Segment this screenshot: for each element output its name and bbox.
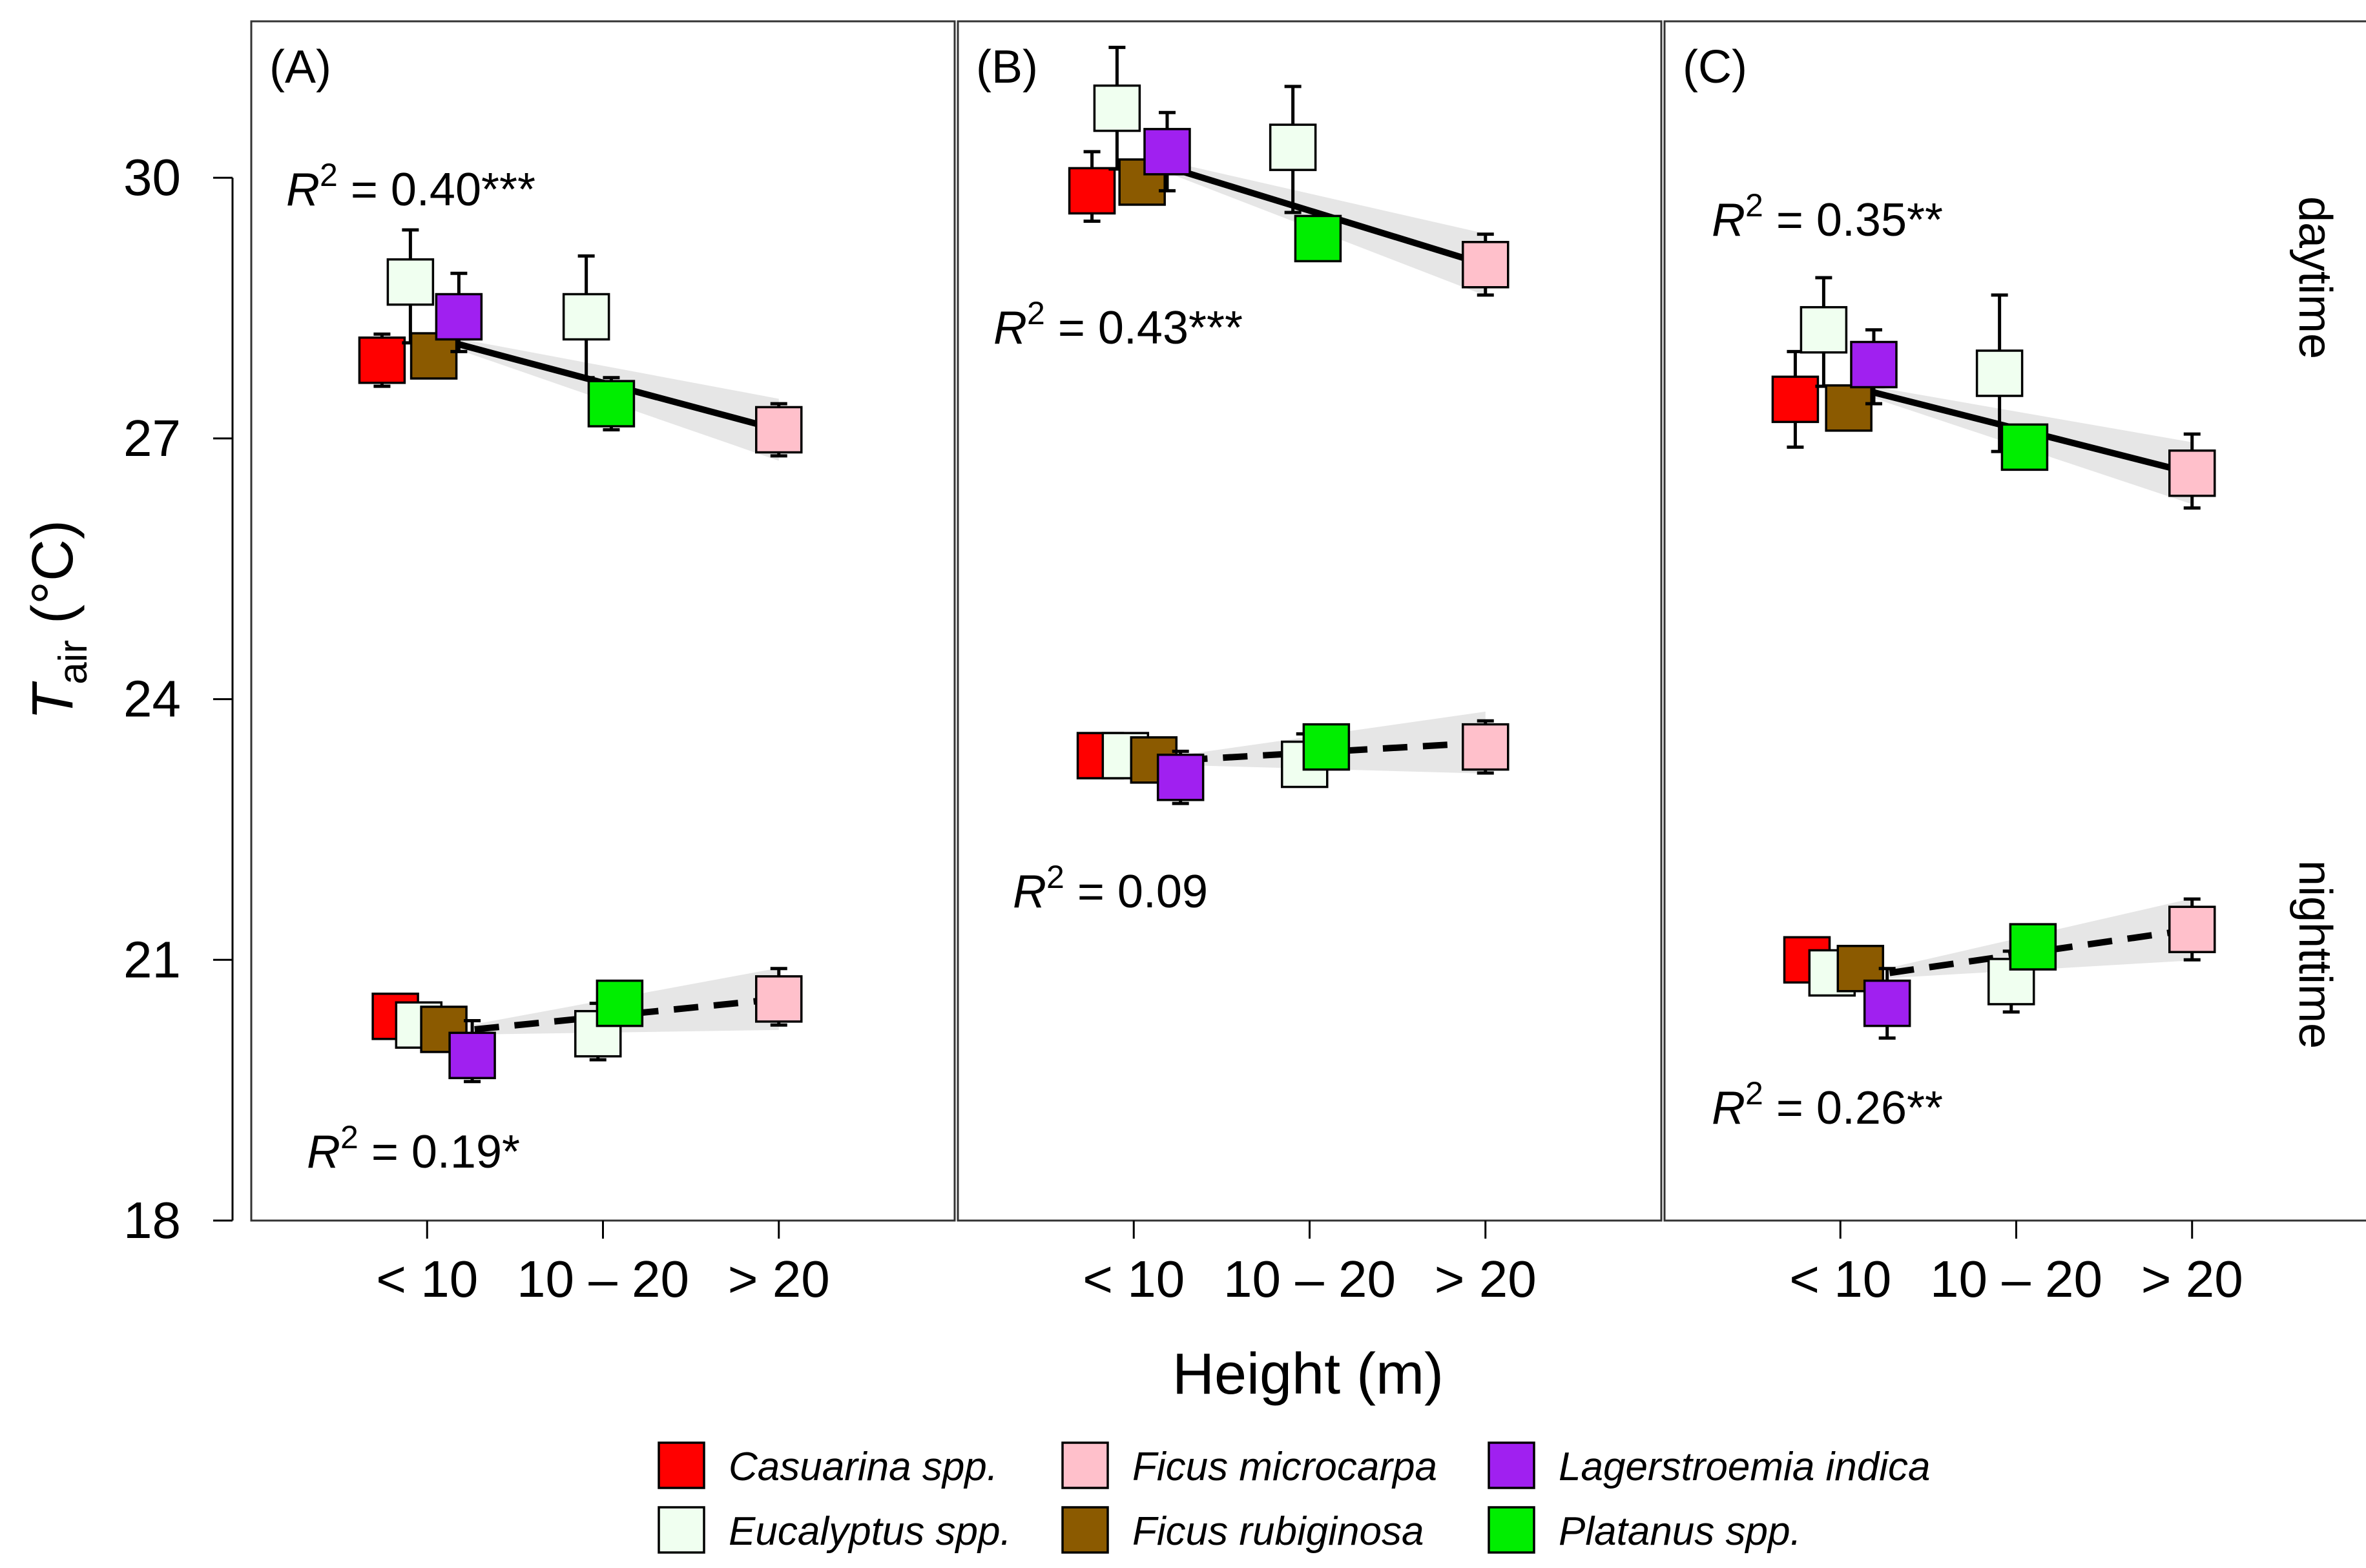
y-tick-label: 27 — [123, 409, 181, 467]
data-point — [596, 979, 644, 1027]
r2-nighttime: R2 = 0.26** — [1712, 1075, 1943, 1134]
r2-nighttime: R2 = 0.09 — [1013, 859, 1208, 918]
data-point — [1863, 979, 1911, 1027]
y-tick-label: 21 — [123, 931, 181, 988]
data-point — [1975, 349, 2024, 397]
day-regression-line — [1159, 161, 1487, 268]
data-point — [755, 406, 803, 454]
r2-nighttime: R2 = 0.19* — [307, 1119, 520, 1178]
data-point — [755, 975, 803, 1023]
data-point — [1825, 384, 1873, 432]
night-regression-line — [1183, 739, 1486, 763]
data-points — [358, 45, 2216, 1084]
legend-swatch — [1061, 1506, 1109, 1554]
data-point — [2168, 905, 2216, 953]
data-point — [562, 293, 610, 341]
x-tick-label: > 20 — [2141, 1250, 2243, 1308]
data-point — [1093, 84, 1141, 132]
data-point — [448, 1031, 496, 1080]
legend: Casuarina spp. Eucalyptus spp. Ficus micro… — [658, 1441, 1931, 1554]
legend-label: Casuarina spp. — [729, 1445, 998, 1489]
x-tick-label: < 10 — [1789, 1250, 1891, 1308]
x-axis-title: Height (m) — [1172, 1342, 1444, 1407]
data-point — [1462, 723, 1510, 771]
data-point — [2168, 449, 2216, 497]
legend-label: Lagerstroemia indica — [1559, 1445, 1931, 1489]
legend-label: Ficus rubiginosa — [1132, 1509, 1424, 1554]
x-tick-label: < 10 — [1083, 1250, 1185, 1308]
data-point — [2009, 923, 2057, 971]
data-point — [410, 332, 458, 380]
panel-label: (C) — [1683, 41, 1747, 93]
confidence-bands — [453, 160, 2192, 1035]
text-layer: < 10 10 – 20 > 20 (A) R2 = 0.40*** R2 = 0.19*… — [21, 41, 2341, 1407]
data-point — [1462, 241, 1510, 289]
data-point — [2000, 423, 2049, 471]
data-point — [1156, 753, 1205, 801]
regression-lines — [452, 161, 2193, 1033]
legend-swatch — [1488, 1441, 1535, 1489]
data-point — [435, 293, 483, 341]
r2-daytime: R2 = 0.40*** — [286, 157, 535, 216]
legend-swatch — [1488, 1506, 1535, 1554]
legend-label: Ficus microcarpa — [1132, 1445, 1437, 1489]
night-regression-line — [474, 995, 780, 1033]
r2-daytime: R2 = 0.43*** — [993, 295, 1243, 354]
period-label-nighttime: nighttime — [2289, 860, 2341, 1049]
x-tick-label: > 20 — [1435, 1250, 1537, 1308]
panel-label: (A) — [269, 41, 331, 93]
data-point — [1771, 375, 1820, 424]
legend-swatch — [1061, 1441, 1109, 1489]
data-point — [587, 380, 636, 428]
legend-label: Platanus spp. — [1559, 1509, 1801, 1554]
data-point — [358, 336, 406, 384]
y-axis-title: Tair (°C) — [21, 520, 96, 720]
period-label-daytime: daytime — [2289, 196, 2341, 359]
x-tick-label: < 10 — [376, 1250, 478, 1308]
legend-swatch — [658, 1441, 705, 1489]
data-point — [1850, 340, 1898, 389]
legend-label: Eucalyptus spp. — [729, 1509, 1012, 1554]
panel-label: (B) — [976, 41, 1038, 93]
y-tick-label: 24 — [123, 670, 181, 728]
x-tick-label: 10 – 20 — [517, 1250, 689, 1308]
x-tick-label: 10 – 20 — [1930, 1250, 2102, 1308]
data-point — [1269, 123, 1317, 171]
y-tick-label: 30 — [123, 149, 181, 206]
data-point — [1143, 128, 1191, 176]
night-regression-line — [1889, 926, 2193, 976]
x-tick-label: 10 – 20 — [1223, 1250, 1396, 1308]
data-point — [1800, 305, 1848, 354]
data-point — [1302, 723, 1351, 771]
data-point — [386, 258, 435, 306]
legend-swatch — [658, 1506, 705, 1554]
y-tick-label: 18 — [123, 1191, 181, 1249]
data-point — [1294, 214, 1342, 263]
axes-layer — [213, 20, 2366, 1239]
x-tick-label: > 20 — [728, 1250, 830, 1308]
data-point — [1068, 167, 1116, 215]
r2-daytime: R2 = 0.35** — [1712, 187, 1943, 246]
